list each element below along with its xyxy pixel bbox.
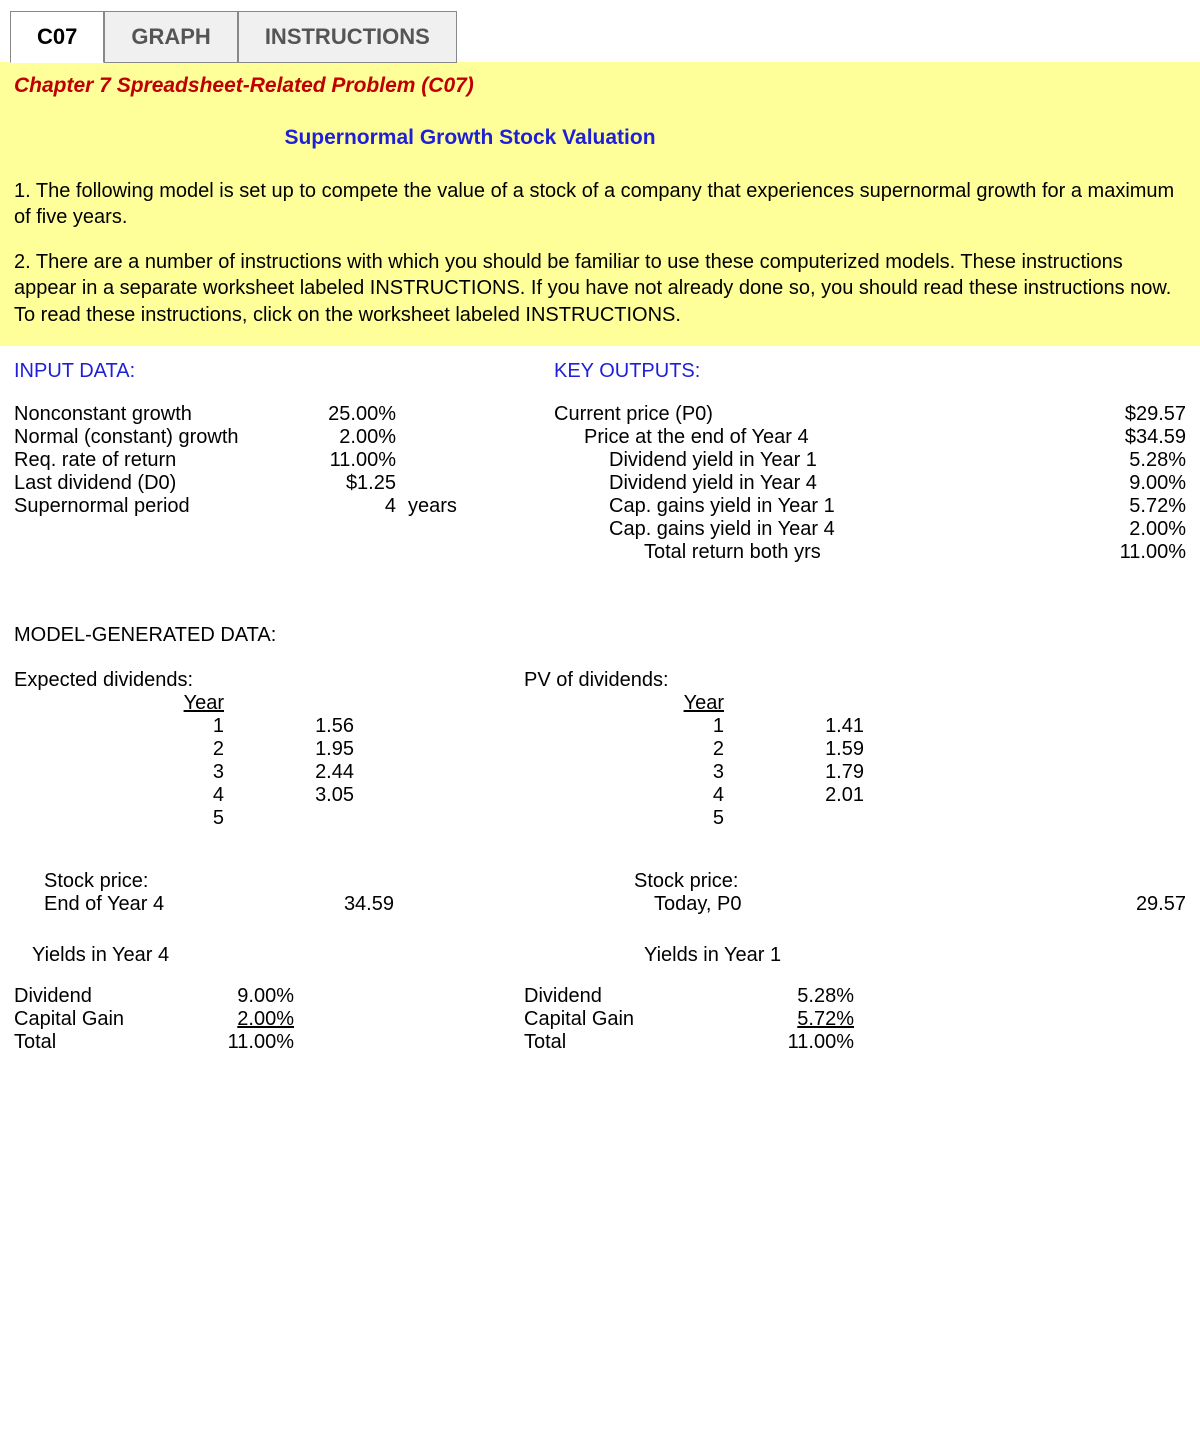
pv-y1: 1: [524, 715, 764, 738]
stock-price-label-r1: Stock price:: [524, 870, 754, 893]
period-label: Supernormal period: [14, 495, 274, 518]
tab-c07[interactable]: C07: [10, 11, 104, 63]
pv-dividends-label: PV of dividends:: [524, 669, 1186, 692]
y4-cg-label: Capital Gain: [14, 1008, 194, 1031]
tot-value: 11.00%: [1076, 541, 1186, 564]
cg1-label: Cap. gains yield in Year 1: [554, 495, 1076, 518]
y1-tot-value: 11.00%: [684, 1031, 854, 1054]
period-value: 4: [274, 495, 404, 518]
dy4-label: Dividend yield in Year 4: [554, 472, 1076, 495]
instructions-text: 1. The following model is set up to comp…: [14, 178, 1186, 328]
year-header-left: Year: [14, 692, 264, 715]
p4-label: Price at the end of Year 4: [554, 426, 1076, 449]
instruction-1: 1. The following model is set up to comp…: [14, 178, 1186, 231]
stock-price-val-r: 29.57: [754, 893, 1186, 916]
p0-label: Current price (P0): [554, 403, 1076, 426]
expected-dividends-label: Expected dividends:: [14, 669, 524, 692]
cg1-value: 5.72%: [1076, 495, 1186, 518]
y4-div-label: Dividend: [14, 985, 194, 1008]
exp-div-y3: 3: [14, 761, 264, 784]
stock-price-label-r2: Today, P0: [524, 893, 754, 916]
exp-div-y2: 2: [14, 738, 264, 761]
p4-value: $34.59: [1076, 426, 1186, 449]
exp-div-y5: 5: [14, 807, 264, 830]
dy1-value: 5.28%: [1076, 449, 1186, 472]
cg4-value: 2.00%: [1076, 518, 1186, 541]
dy1-label: Dividend yield in Year 1: [554, 449, 1076, 472]
y1-cg-value: 5.72%: [684, 1008, 854, 1031]
nonconstant-value: 25.00%: [274, 403, 404, 426]
y1-div-label: Dividend: [524, 985, 684, 1008]
req-label: Req. rate of return: [14, 449, 274, 472]
tab-graph[interactable]: GRAPH: [104, 11, 237, 63]
exp-div-y1: 1: [14, 715, 264, 738]
exp-div-y4: 4: [14, 784, 264, 807]
y4-cg-value: 2.00%: [194, 1008, 294, 1031]
y1-cg-label: Capital Gain: [524, 1008, 684, 1031]
normal-label: Normal (constant) growth: [14, 426, 274, 449]
exp-div-v2: 1.95: [264, 738, 394, 761]
normal-value: 2.00%: [274, 426, 404, 449]
nonconstant-label: Nonconstant growth: [14, 403, 274, 426]
req-value: 11.00%: [274, 449, 404, 472]
key-outputs-header: KEY OUTPUTS:: [554, 360, 1186, 383]
pv-y4: 4: [524, 784, 764, 807]
exp-div-v3: 2.44: [264, 761, 394, 784]
period-unit: years: [404, 495, 474, 518]
pv-y5: 5: [524, 807, 764, 830]
pv-v5: [764, 807, 864, 830]
chapter-title: Chapter 7 Spreadsheet-Related Problem (C…: [14, 74, 1186, 98]
model-generated-header: MODEL-GENERATED DATA:: [14, 624, 1186, 647]
stock-price-label-l1: Stock price:: [14, 870, 304, 893]
yields1-header: Yields in Year 1: [524, 944, 1186, 967]
cg4-label: Cap. gains yield in Year 4: [554, 518, 1076, 541]
y1-div-value: 5.28%: [684, 985, 854, 1008]
tab-instructions[interactable]: INSTRUCTIONS: [238, 11, 457, 63]
last-div-label: Last dividend (D0): [14, 472, 274, 495]
pv-v3: 1.79: [764, 761, 864, 784]
yields4-header: Yields in Year 4: [32, 944, 524, 967]
dy4-value: 9.00%: [1076, 472, 1186, 495]
stock-price-label-l2: End of Year 4: [14, 893, 304, 916]
subtitle: Supernormal Growth Stock Valuation: [0, 126, 1186, 150]
stock-price-val-l: 34.59: [304, 893, 434, 916]
pv-v4: 2.01: [764, 784, 864, 807]
input-data-header: INPUT DATA:: [14, 360, 514, 383]
instruction-2: 2. There are a number of instructions wi…: [14, 249, 1186, 328]
last-div-value: $1.25: [274, 472, 404, 495]
pv-y2: 2: [524, 738, 764, 761]
year-header-right: Year: [524, 692, 764, 715]
pv-v2: 1.59: [764, 738, 864, 761]
exp-div-v5: [264, 807, 394, 830]
tab-bar: C07 GRAPH INSTRUCTIONS: [0, 0, 1200, 62]
y4-tot-value: 11.00%: [194, 1031, 294, 1054]
intro-box: Chapter 7 Spreadsheet-Related Problem (C…: [0, 62, 1200, 346]
y1-tot-label: Total: [524, 1031, 684, 1054]
content-area: INPUT DATA: Nonconstant growth25.00% Nor…: [0, 346, 1200, 1114]
y4-tot-label: Total: [14, 1031, 194, 1054]
exp-div-v1: 1.56: [264, 715, 394, 738]
tot-label: Total return both yrs: [554, 541, 1076, 564]
exp-div-v4: 3.05: [264, 784, 394, 807]
y4-div-value: 9.00%: [194, 985, 294, 1008]
pv-y3: 3: [524, 761, 764, 784]
p0-value: $29.57: [1076, 403, 1186, 426]
pv-v1: 1.41: [764, 715, 864, 738]
